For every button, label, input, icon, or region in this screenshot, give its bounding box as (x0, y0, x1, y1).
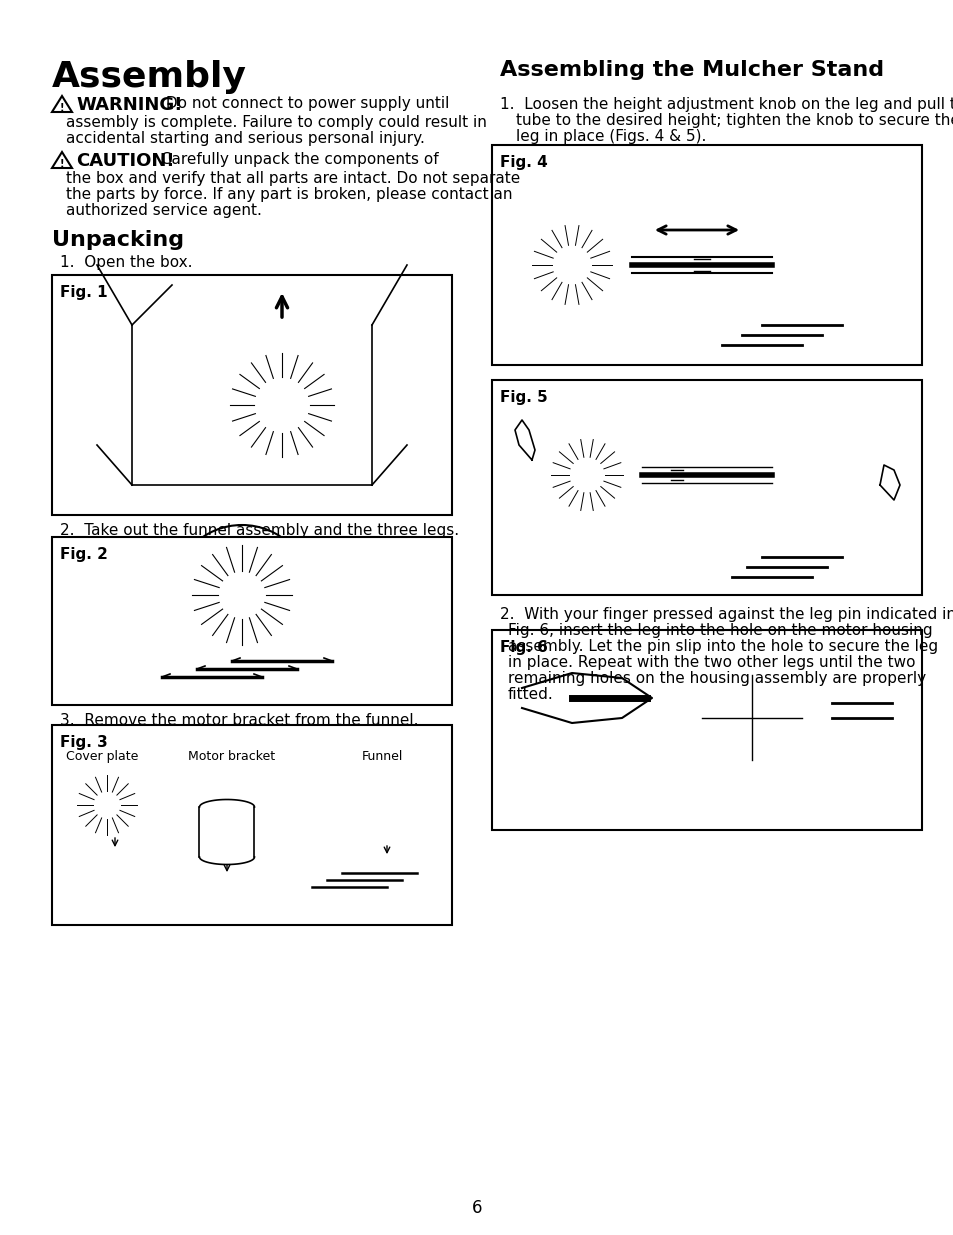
Text: Fig. 4: Fig. 4 (499, 156, 547, 170)
Text: assembly is complete. Failure to comply could result in: assembly is complete. Failure to comply … (66, 115, 486, 130)
Text: in place. Repeat with the two other legs until the two: in place. Repeat with the two other legs… (507, 655, 915, 671)
Text: Fig. 6: Fig. 6 (499, 640, 547, 655)
Text: Unpacking: Unpacking (52, 230, 184, 249)
Text: Cover plate: Cover plate (66, 750, 138, 763)
Text: Carefully unpack the components of: Carefully unpack the components of (156, 152, 438, 167)
Text: 2.  Take out the funnel assembly and the three legs.: 2. Take out the funnel assembly and the … (60, 522, 458, 538)
Text: leg in place (Figs. 4 & 5).: leg in place (Figs. 4 & 5). (516, 128, 705, 144)
Text: Do not connect to power supply until: Do not connect to power supply until (161, 96, 449, 111)
Bar (651, 645, 871, 790)
Text: !: ! (60, 103, 64, 112)
Bar (52, 275, 452, 515)
Text: 1.  Open the box.: 1. Open the box. (60, 254, 193, 270)
Text: assembly. Let the pin slip into the hole to secure the leg: assembly. Let the pin slip into the hole… (507, 638, 937, 655)
Text: 1.  Loosen the height adjustment knob on the leg and pull the: 1. Loosen the height adjustment knob on … (499, 98, 953, 112)
Text: tube to the desired height; tighten the knob to secure the: tube to the desired height; tighten the … (516, 112, 953, 128)
Bar (492, 144, 921, 366)
Text: fitted.: fitted. (507, 687, 553, 701)
Text: Fig. 6, insert the leg into the hole on the motor housing: Fig. 6, insert the leg into the hole on … (507, 622, 932, 638)
Text: 6: 6 (471, 1199, 482, 1216)
Text: Fig. 5: Fig. 5 (499, 390, 547, 405)
Text: Assembly: Assembly (52, 61, 247, 94)
Bar (492, 630, 921, 830)
Text: accidental starting and serious personal injury.: accidental starting and serious personal… (66, 131, 424, 146)
Bar (666, 466, 686, 485)
Bar (689, 253, 713, 277)
Text: WARNING!: WARNING! (76, 96, 182, 114)
Text: authorized service agent.: authorized service agent. (66, 203, 262, 219)
Text: Fig. 1: Fig. 1 (60, 285, 108, 300)
Text: !: ! (60, 159, 64, 169)
Text: Assembling the Mulcher Stand: Assembling the Mulcher Stand (499, 61, 883, 80)
Bar (52, 725, 452, 925)
Text: 2.  With your finger pressed against the leg pin indicated in: 2. With your finger pressed against the … (499, 606, 953, 622)
Bar (492, 380, 921, 595)
Text: Fig. 2: Fig. 2 (60, 547, 108, 562)
Text: Funnel: Funnel (361, 750, 402, 763)
Text: the parts by force. If any part is broken, please contact an: the parts by force. If any part is broke… (66, 186, 512, 203)
Text: 3.  Remove the motor bracket from the funnel.: 3. Remove the motor bracket from the fun… (60, 713, 418, 727)
Text: remaining holes on the housing assembly are properly: remaining holes on the housing assembly … (507, 671, 925, 685)
Text: Motor bracket: Motor bracket (189, 750, 275, 763)
Bar (52, 537, 452, 705)
Text: the box and verify that all parts are intact. Do not separate: the box and verify that all parts are in… (66, 170, 519, 186)
Text: Fig. 3: Fig. 3 (60, 735, 108, 750)
Text: CAUTION!: CAUTION! (76, 152, 174, 170)
